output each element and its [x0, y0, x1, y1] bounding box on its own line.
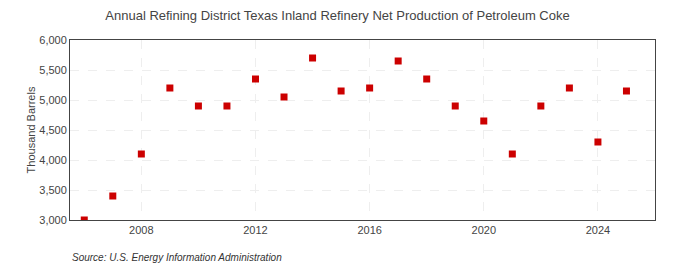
svg-text:Thousand Barrels: Thousand Barrels: [25, 86, 37, 173]
svg-text:2012: 2012: [243, 224, 267, 236]
svg-text:6,000: 6,000: [39, 34, 67, 46]
svg-text:3,500: 3,500: [39, 184, 67, 196]
svg-text:3,000: 3,000: [39, 214, 67, 226]
svg-text:4,500: 4,500: [39, 124, 67, 136]
svg-text:5,500: 5,500: [39, 64, 67, 76]
svg-text:4,000: 4,000: [39, 154, 67, 166]
svg-text:5,000: 5,000: [39, 94, 67, 106]
svg-text:2016: 2016: [357, 224, 381, 236]
svg-text:2008: 2008: [129, 224, 153, 236]
svg-text:Source: U.S. Energy Informatio: Source: U.S. Energy Information Administ…: [72, 252, 282, 263]
svg-text:2020: 2020: [472, 224, 496, 236]
svg-text:Annual Refining District Texas: Annual Refining District Texas Inland Re…: [105, 8, 569, 23]
svg-text:2024: 2024: [586, 224, 610, 236]
